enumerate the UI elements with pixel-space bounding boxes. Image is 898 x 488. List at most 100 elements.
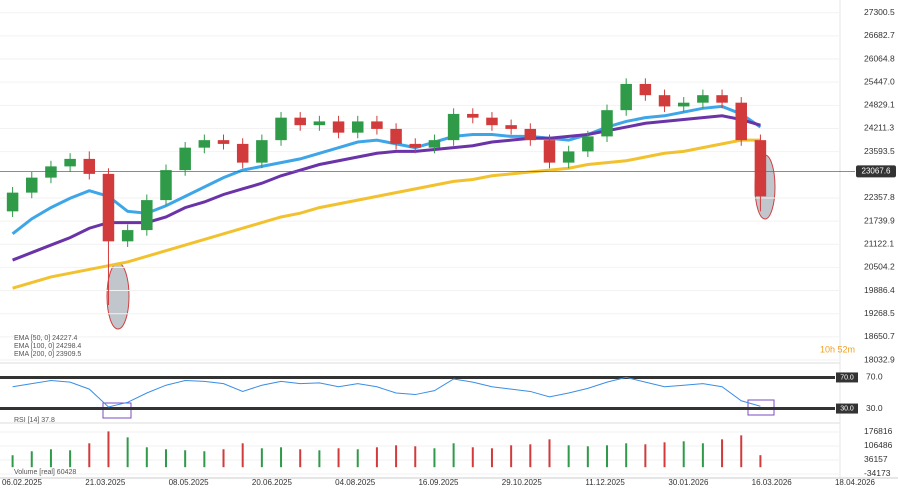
rsi-line (12, 376, 761, 408)
highlight-box (102, 402, 132, 419)
legend-entry: EMA [200, 0] 23909.5 (14, 351, 81, 358)
x-tick-label: 04.08.2025 (335, 478, 376, 487)
candle-body (447, 113, 460, 141)
y-tick-label: 21122.1 (864, 239, 894, 249)
candle-body (83, 158, 96, 174)
candle-body (45, 166, 57, 178)
volume-bar (69, 450, 72, 468)
candle-body (601, 110, 613, 137)
candle-body (371, 121, 383, 129)
candle-body (754, 140, 767, 197)
highlight-ellipse (106, 262, 130, 330)
volume-bar (586, 446, 589, 468)
volume-bar (740, 435, 743, 468)
volume-bar (299, 449, 302, 468)
y-tick-label: 106486 (864, 440, 893, 450)
level-label: 70.0 (840, 374, 854, 381)
volume-bar (241, 443, 244, 468)
x-tick-label: 18.04.2026 (835, 478, 876, 487)
candle-body (562, 151, 575, 163)
volume-bar (701, 443, 704, 468)
volume-bar (663, 442, 666, 468)
y-tick-label: 20504.2 (864, 262, 895, 272)
candle-body (658, 95, 671, 107)
volume-bar (49, 449, 52, 468)
candle-body (141, 200, 153, 231)
candle-body (582, 136, 594, 152)
y-tick-label: 18032.9 (864, 354, 895, 364)
candle-body (294, 117, 306, 126)
y-tick-label: 25447.0 (864, 76, 895, 86)
y-tick-label: 24829.1 (864, 100, 895, 110)
volume-bar (529, 444, 532, 468)
y-tick-label: 26682.7 (864, 30, 895, 40)
candle-body (735, 102, 747, 141)
candle-body (716, 95, 728, 103)
y-tick-label: 18650.7 (864, 331, 895, 341)
volume-bar (184, 450, 187, 468)
candle-body (351, 121, 364, 133)
volume-bar (11, 455, 14, 468)
volume-bar (721, 439, 724, 468)
x-tick-label: 30.01.2026 (668, 478, 709, 487)
y-tick-label: 22357.8 (864, 192, 895, 202)
volume-bar (203, 451, 206, 468)
candle-body (236, 143, 249, 163)
volume-bar (375, 447, 378, 468)
legend-entry: Volume [real] 60428 (14, 469, 76, 476)
candle-body (639, 83, 652, 96)
volume-bar (318, 450, 321, 468)
candle-body (677, 102, 690, 107)
level-label: 30.0 (840, 405, 854, 412)
candle-body (390, 128, 402, 144)
candle-body (6, 192, 19, 212)
x-tick-label: 20.06.2025 (252, 478, 293, 487)
candle-body (198, 140, 211, 148)
volume-bar (145, 447, 148, 468)
volume-bar (625, 443, 628, 468)
y-tick-label: 30.0 (866, 403, 883, 413)
candle-body (409, 143, 422, 148)
candle-body (256, 140, 268, 163)
volume-bar (452, 443, 455, 468)
volume-bar (30, 451, 33, 468)
volume-bar (644, 444, 647, 468)
ema-line (12, 114, 761, 262)
candle-body (179, 147, 191, 171)
candle-body (428, 140, 441, 148)
last-price-badge (856, 165, 896, 178)
x-tick-label: 29.10.2025 (502, 478, 543, 487)
volume-bar (395, 445, 398, 468)
volume-bar (88, 443, 91, 468)
candle-body (620, 83, 632, 111)
legend-entry: EMA [100, 0] 24298.4 (14, 343, 81, 350)
volume-bar (337, 448, 340, 468)
candle-body (64, 158, 76, 167)
level-badge (836, 403, 858, 414)
volume-bar (759, 455, 762, 468)
x-tick-label: 21.03.2025 (85, 478, 126, 487)
y-tick-label: 19268.5 (864, 308, 895, 318)
x-tick-label: 08.05.2025 (169, 478, 210, 487)
volume-bar (126, 437, 129, 468)
legend-entry: RSI [14] 37.8 (14, 417, 55, 424)
volume-bar (222, 449, 225, 468)
candle-body (102, 173, 115, 242)
x-tick-label: 16.03.2026 (752, 478, 793, 487)
x-tick-label: 06.02.2025 (2, 478, 43, 487)
candle-body (524, 128, 537, 141)
y-tick-label: 23593.5 (864, 146, 895, 156)
candle-body (543, 140, 556, 163)
legend-entry: EMA [50, 0] 24227.4 (14, 335, 78, 342)
volume-bar (433, 448, 436, 468)
volume-bar (548, 439, 551, 468)
y-tick-label: 36157 (864, 454, 888, 464)
volume-bar (490, 448, 493, 468)
candle-body (121, 230, 134, 242)
candle-body (217, 140, 230, 144)
volume-bar (164, 449, 167, 468)
volume-bar (510, 445, 513, 468)
countdown: 10h 52m (820, 344, 855, 354)
x-tick-label: 16.09.2025 (418, 478, 459, 487)
volume-bar (280, 447, 283, 468)
